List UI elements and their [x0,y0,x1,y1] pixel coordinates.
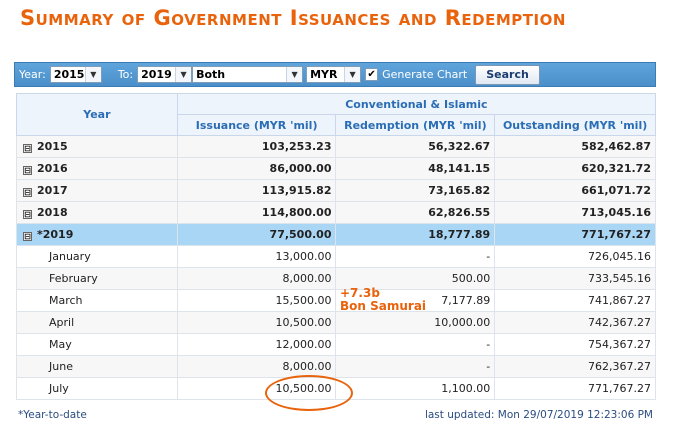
redemption-cell: 48,141.15 [335,157,496,180]
outstanding-cell: 754,367.27 [494,333,656,356]
outstanding-cell: 726,045.16 [494,245,656,268]
chevron-down-icon: ▼ [175,67,192,82]
table-row: June 8,000.00 - 762,367.27 [16,355,656,378]
issuance-cell: 8,000.00 [176,267,337,290]
year-label: 2017 [37,184,68,197]
table-row[interactable]: ⊟ 2015 103,253.23 56,322.67 582,462.87 [16,135,656,158]
redemption-cell: 1,100.00 [335,377,496,400]
redemption-cell: 10,000.00 [335,311,496,334]
issuance-cell: 15,500.00 [176,289,337,312]
outstanding-cell: 771,767.27 [494,223,656,246]
redemption-cell: 7,177.89 [335,289,496,312]
issuance-column-header: Issuance (MYR 'mil) [176,114,337,136]
table-row: February 8,000.00 500.00 733,545.16 [16,267,656,290]
issuance-table: Year Conventional & Islamic Issuance (MY… [16,93,657,400]
year-cell: ⊟ 2017 [16,179,178,202]
generate-chart-checkbox[interactable]: ✔ [365,68,379,81]
year-label: *2019 [37,228,74,241]
issuance-cell: 113,915.82 [176,179,337,202]
year-label: Year: [19,68,46,81]
redemption-cell: 56,322.67 [335,135,496,158]
highlight-circle [265,375,353,411]
month-cell: January [16,245,178,268]
currency-value: MYR [310,68,338,81]
redemption-column-header: Redemption (MYR 'mil) [335,114,496,136]
year-label: 2015 [37,140,68,153]
to-label: To: [117,68,134,81]
outstanding-cell: 620,321.72 [494,157,656,180]
year-label: 2016 [37,162,68,175]
filter-toolbar: Year: 2015 ▼ To: 2019 ▼ Both ▼ MYR ▼ ✔ G… [14,62,656,87]
redemption-cell: - [335,333,496,356]
table-row[interactable]: ⊟ 2018 114,800.00 62,826.55 713,045.16 [16,201,656,224]
from-year-value: 2015 [53,68,85,81]
issuance-cell: 8,000.00 [176,355,337,378]
year-column-header: Year [16,93,178,136]
outstanding-cell: 762,367.27 [494,355,656,378]
year-cell: ⊟ 2016 [16,157,178,180]
outstanding-cell: 713,045.16 [494,201,656,224]
issuance-cell: 12,000.00 [176,333,337,356]
table-row-selected[interactable]: ⊟ *2019 77,500.00 18,777.89 771,767.27 [16,223,656,246]
redemption-cell: 500.00 [335,267,496,290]
from-year-select[interactable]: 2015 ▼ [49,66,102,83]
collapse-icon[interactable]: ⊟ [23,166,32,175]
collapse-icon[interactable]: ⊟ [23,144,32,153]
collapse-icon[interactable]: ⊟ [23,210,32,219]
samurai-bond-annotation: +7.3b Bon Samurai [340,287,426,313]
table-row: April 10,500.00 10,000.00 742,367.27 [16,311,656,334]
chevron-down-icon: ▼ [344,67,361,82]
redemption-cell: - [335,355,496,378]
year-cell: ⊟ *2019 [16,223,178,246]
chevron-down-icon: ▼ [286,67,303,82]
issuance-cell: 114,800.00 [176,201,337,224]
collapse-icon[interactable]: ⊟ [23,232,32,241]
ytd-footnote: *Year-to-date [18,409,87,421]
page-title: Summary of Government Issuances and Rede… [20,6,566,30]
outstanding-cell: 733,545.16 [494,267,656,290]
chevron-down-icon: ▼ [84,67,101,82]
issuance-cell: 13,000.00 [176,245,337,268]
year-label: 2018 [37,206,68,219]
group-header: Conventional & Islamic [176,93,657,115]
month-cell: May [16,333,178,356]
outstanding-cell: 741,867.27 [494,289,656,312]
outstanding-cell: 742,367.27 [494,311,656,334]
month-cell: June [16,355,178,378]
month-cell: April [16,311,178,334]
currency-select[interactable]: MYR ▼ [306,66,362,83]
outstanding-cell: 771,767.27 [494,377,656,400]
type-select[interactable]: Both ▼ [192,66,304,83]
issuance-cell: 10,500.00 [176,311,337,334]
table-row: May 12,000.00 - 754,367.27 [16,333,656,356]
annotation-label: Bon Samurai [340,299,427,313]
redemption-cell: - [335,245,496,268]
table-row: January 13,000.00 - 726,045.16 [16,245,656,268]
outstanding-cell: 582,462.87 [494,135,656,158]
type-value: Both [196,68,226,81]
table-row: March 15,500.00 7,177.89 741,867.27 [16,289,656,312]
table-row[interactable]: ⊟ 2016 86,000.00 48,141.15 620,321.72 [16,157,656,180]
table-row[interactable]: ⊟ 2017 113,915.82 73,165.82 661,071.72 [16,179,656,202]
to-year-value: 2019 [141,68,172,81]
redemption-cell: 62,826.55 [335,201,496,224]
issuance-cell: 77,500.00 [176,223,337,246]
year-cell: ⊟ 2015 [16,135,178,158]
issuance-cell: 86,000.00 [176,157,337,180]
issuance-cell: 103,253.23 [176,135,337,158]
month-cell: March [16,289,178,312]
collapse-icon[interactable]: ⊟ [23,188,32,197]
redemption-cell: 73,165.82 [335,179,496,202]
month-cell: February [16,267,178,290]
outstanding-cell: 661,071.72 [494,179,656,202]
to-year-select[interactable]: 2019 ▼ [137,66,193,83]
generate-chart-label: Generate Chart [382,68,468,81]
month-cell: July [16,377,178,400]
outstanding-column-header: Outstanding (MYR 'mil) [494,114,656,136]
annotation-amount: +7.3b [340,286,380,300]
redemption-cell: 18,777.89 [335,223,496,246]
year-cell: ⊟ 2018 [16,201,178,224]
last-updated: last updated: Mon 29/07/2019 12:23:06 PM [424,409,653,421]
search-button[interactable]: Search [475,64,540,85]
